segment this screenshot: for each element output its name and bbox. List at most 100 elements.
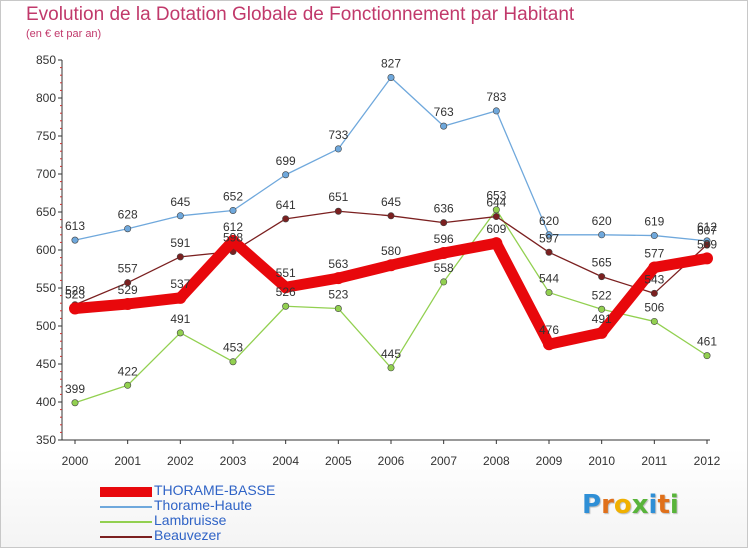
- data-label: 607: [697, 224, 717, 238]
- data-label: 544: [539, 272, 559, 286]
- chart-title: Evolution de la Dotation Globale de Fonc…: [26, 4, 575, 25]
- logo-letter: t: [657, 490, 670, 520]
- legend-swatch: [100, 487, 152, 497]
- data-point: [440, 122, 448, 130]
- x-tick-label: 2009: [536, 454, 563, 468]
- data-point: [282, 215, 290, 223]
- y-tick-label: 650: [36, 205, 56, 219]
- data-point: [71, 236, 79, 244]
- data-point: [334, 145, 342, 153]
- data-point: [385, 259, 397, 272]
- data-point: [703, 241, 711, 249]
- data-label: 644: [486, 196, 506, 210]
- data-label: 422: [118, 364, 138, 378]
- data-point: [71, 399, 79, 407]
- y-tick-label: 850: [36, 53, 56, 67]
- data-point: [282, 302, 290, 310]
- data-label: 783: [486, 90, 506, 104]
- data-point: [282, 171, 290, 179]
- data-point: [279, 281, 292, 294]
- data-point: [701, 252, 713, 265]
- y-tick-label: 500: [36, 319, 56, 333]
- legend-label: THORAME-BASSE: [154, 482, 276, 498]
- data-label: 613: [65, 219, 85, 233]
- data-label: 827: [381, 56, 401, 70]
- legend-item: Beauvezer: [100, 527, 360, 544]
- data-point: [598, 231, 606, 239]
- data-label: 577: [644, 246, 664, 260]
- data-label: 557: [118, 262, 138, 276]
- data-label: 612: [697, 220, 717, 234]
- y-tick-label: 800: [36, 91, 56, 105]
- x-tick-label: 2010: [588, 454, 615, 468]
- x-tick-label: 2006: [378, 454, 405, 468]
- data-label: 399: [65, 382, 85, 396]
- data-label: 522: [592, 288, 612, 302]
- data-point: [387, 364, 395, 372]
- data-point: [545, 289, 553, 297]
- legend-swatch: [100, 521, 152, 523]
- y-tick-label: 750: [36, 129, 56, 143]
- data-point: [332, 272, 345, 285]
- data-label: 563: [328, 257, 348, 271]
- data-label: 609: [486, 222, 506, 236]
- data-label: 763: [434, 105, 454, 119]
- data-label: 652: [223, 189, 243, 203]
- logo-letter: P: [582, 490, 602, 520]
- logo-letter: o: [613, 490, 632, 520]
- data-point: [492, 206, 500, 214]
- data-point: [229, 358, 237, 366]
- data-point: [174, 291, 187, 304]
- data-label: 591: [170, 236, 190, 250]
- data-point: [440, 278, 448, 286]
- data-point: [334, 207, 342, 215]
- data-point: [492, 213, 500, 221]
- legend-item: Lambruisse: [100, 512, 360, 529]
- data-label: 598: [223, 231, 243, 245]
- chart-subtitle: (en € et par an): [26, 28, 102, 40]
- data-label: 580: [381, 244, 401, 258]
- data-point: [387, 73, 395, 81]
- x-tick-label: 2004: [272, 454, 299, 468]
- data-point: [176, 212, 184, 220]
- data-point: [598, 273, 606, 281]
- data-label: 543: [644, 272, 664, 286]
- data-label: 453: [223, 341, 243, 355]
- data-label: 733: [328, 128, 348, 142]
- y-tick-label: 550: [36, 281, 56, 295]
- data-point: [437, 247, 450, 260]
- data-label: 506: [644, 300, 664, 314]
- data-point: [229, 206, 237, 214]
- data-label: 597: [539, 231, 559, 245]
- data-point: [598, 305, 606, 313]
- data-point: [121, 297, 134, 310]
- x-tick-label: 2007: [430, 454, 457, 468]
- y-tick-label: 450: [36, 357, 56, 371]
- data-point: [69, 302, 81, 315]
- x-tick-label: 2008: [483, 454, 510, 468]
- data-point: [387, 212, 395, 220]
- data-point: [440, 219, 448, 227]
- y-tick-label: 400: [36, 395, 56, 409]
- data-label: 491: [592, 312, 612, 326]
- data-point: [334, 305, 342, 313]
- data-point: [124, 381, 132, 389]
- logo-letter: r: [601, 490, 614, 520]
- legend-label: Lambruisse: [154, 512, 227, 528]
- data-point: [124, 225, 132, 233]
- data-point: [595, 326, 608, 339]
- data-label: 445: [381, 347, 401, 361]
- x-tick-label: 2000: [62, 454, 89, 468]
- data-label: 589: [697, 237, 717, 251]
- legend-item: THORAME-BASSE: [100, 482, 360, 499]
- x-tick-label: 2011: [641, 454, 667, 468]
- legend-label: Beauvezer: [154, 527, 221, 543]
- data-point: [492, 107, 500, 115]
- proxiti-logo[interactable]: Proxiti: [582, 490, 679, 520]
- data-point: [490, 237, 503, 250]
- data-label: 628: [118, 208, 138, 222]
- data-label: 645: [170, 195, 190, 209]
- x-tick-label: 2005: [325, 454, 352, 468]
- data-label: 523: [65, 288, 85, 302]
